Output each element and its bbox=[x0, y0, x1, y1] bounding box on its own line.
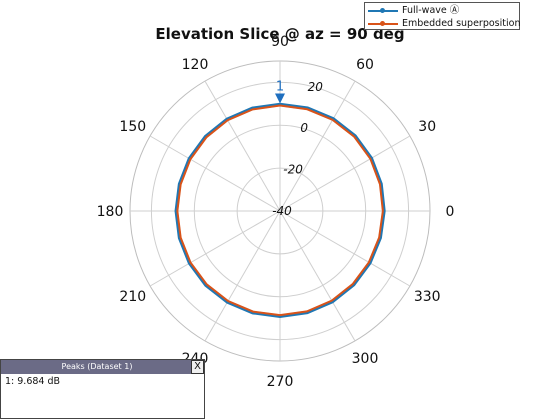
chart-title: Elevation Slice @ az = 90 deg bbox=[155, 25, 404, 43]
peak-marker-layer: 1 bbox=[275, 80, 285, 104]
legend-marker-full-wave bbox=[380, 8, 385, 13]
radial-tick-labels: -40 -20 0 20 bbox=[272, 80, 323, 218]
series-embedded-superposition bbox=[176, 104, 384, 317]
grid-spoke-330 bbox=[279, 210, 411, 287]
radial-tick--20: -20 bbox=[283, 163, 303, 177]
peaks-panel-title: Peaks (Dataset 1) bbox=[1, 360, 193, 374]
peak-marker-triangle[interactable] bbox=[275, 93, 285, 104]
angle-tick-330: 330 bbox=[414, 289, 441, 305]
angle-tick-270: 270 bbox=[267, 374, 294, 390]
radial-tick-20: 20 bbox=[308, 80, 324, 94]
angle-tick-150: 150 bbox=[119, 119, 146, 135]
angle-tick-90: 90 bbox=[271, 34, 289, 50]
legend-item-embedded-superposition[interactable]: Embedded superposition bbox=[365, 17, 521, 30]
series-full-wave bbox=[174, 102, 386, 318]
legend-marker-embedded bbox=[380, 21, 385, 26]
legend-swatch-full-wave bbox=[368, 8, 398, 13]
grid-spoke-30 bbox=[279, 135, 411, 212]
peaks-panel: Peaks (Dataset 1) X 1: 9.684 dB bbox=[0, 359, 205, 419]
grid-spoke-210 bbox=[149, 210, 281, 287]
grid-spoke-150 bbox=[149, 135, 281, 212]
angle-tick-180: 180 bbox=[97, 204, 124, 220]
series-layer bbox=[174, 102, 386, 318]
angle-tick-300: 300 bbox=[352, 351, 379, 367]
peak-row: 1: 9.684 dB bbox=[5, 376, 61, 387]
angle-tick-30: 30 bbox=[418, 119, 436, 135]
legend-item-full-wave[interactable]: Full-wave Ⓐ bbox=[365, 4, 519, 17]
angle-tick-120: 120 bbox=[182, 57, 209, 73]
angle-tick-60: 60 bbox=[356, 57, 374, 73]
peaks-close-button[interactable]: X bbox=[191, 360, 204, 374]
grid-spoke-300 bbox=[279, 210, 356, 342]
peak-marker-label: 1 bbox=[276, 80, 284, 95]
legend[interactable]: Full-wave Ⓐ Embedded superposition bbox=[364, 2, 520, 30]
angle-tick-210: 210 bbox=[119, 289, 146, 305]
legend-label-embedded: Embedded superposition bbox=[402, 18, 521, 29]
legend-label-full-wave: Full-wave Ⓐ bbox=[402, 5, 460, 16]
legend-swatch-embedded bbox=[368, 21, 398, 26]
angle-tick-0: 0 bbox=[446, 204, 455, 220]
angle-tick-labels: 0306090120150180210240270300330 bbox=[97, 34, 455, 390]
radial-tick--40: -40 bbox=[272, 204, 292, 218]
grid-spoke-120 bbox=[204, 80, 281, 212]
radial-tick-0: 0 bbox=[300, 121, 308, 135]
grid-spoke-240 bbox=[204, 210, 281, 342]
grid-spoke-60 bbox=[279, 80, 356, 212]
